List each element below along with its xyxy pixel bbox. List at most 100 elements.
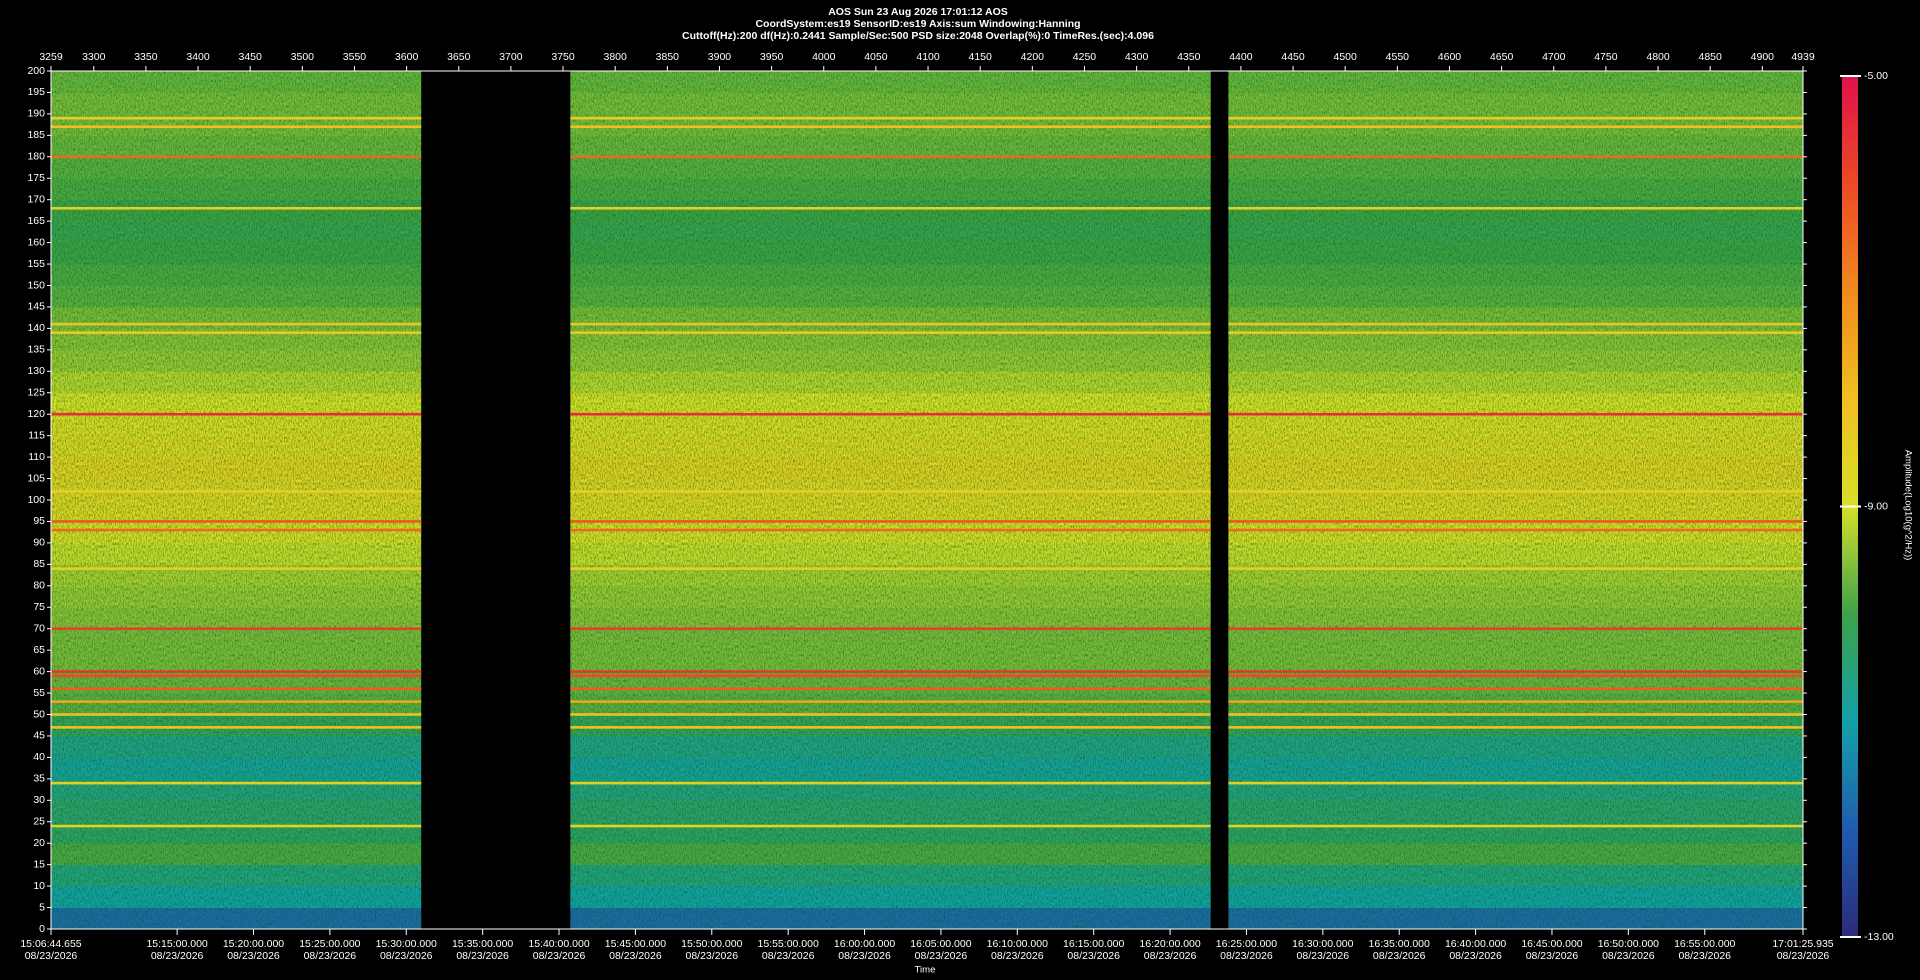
x-tick-label-top: 4700 xyxy=(1542,51,1566,63)
x-tick-label-top: 4850 xyxy=(1699,51,1723,63)
chart-title: AOS Sun 23 Aug 2026 17:01:12 AOS xyxy=(828,6,1008,18)
spectral-line xyxy=(570,412,1211,416)
y-tick-label: 105 xyxy=(27,472,45,484)
x-tick-label: 15:06:44.655 xyxy=(20,938,81,950)
x-tick-label: 15:35:00.000 xyxy=(452,938,513,950)
spectral-line xyxy=(570,322,1211,326)
x-tick-date: 08/23/2026 xyxy=(380,950,433,962)
x-tick-date: 08/23/2026 xyxy=(1449,950,1502,962)
x-tick-date: 08/23/2026 xyxy=(304,950,357,962)
spectral-line xyxy=(570,687,1211,691)
spectral-line xyxy=(570,567,1211,570)
x-tick-label: 16:10:00.000 xyxy=(987,938,1048,950)
spectral-line xyxy=(1228,490,1803,493)
x-tick-date: 08/23/2026 xyxy=(762,950,815,962)
y-tick-label: 170 xyxy=(27,193,45,205)
y-tick-label: 110 xyxy=(28,451,45,463)
spectral-line xyxy=(570,206,1211,210)
x-tick-label-top: 4200 xyxy=(1021,51,1045,63)
x-tick-label: 15:15:00.000 xyxy=(146,938,207,950)
spectral-line xyxy=(1228,567,1803,570)
y-tick-label: 100 xyxy=(27,494,45,506)
x-tick-label-top: 3950 xyxy=(760,51,784,63)
x-tick-label: 15:40:00.000 xyxy=(528,938,589,950)
x-tick-date: 08/23/2026 xyxy=(1067,950,1120,962)
x-tick-label-top: 3550 xyxy=(343,51,367,63)
spectral-line xyxy=(1228,331,1803,334)
spectral-line xyxy=(1228,687,1803,691)
x-tick-date: 08/23/2026 xyxy=(1220,950,1273,962)
x-tick-label-top: 4250 xyxy=(1073,51,1097,63)
x-tick-date: 08/23/2026 xyxy=(609,950,662,962)
y-tick-label: 175 xyxy=(27,172,45,184)
spectral-line xyxy=(51,713,422,716)
spectral-line xyxy=(1228,155,1803,159)
x-tick-label: 16:00:00.000 xyxy=(834,938,895,950)
y-tick-label: 75 xyxy=(33,601,45,613)
x-tick-date: 08/23/2026 xyxy=(991,950,1044,962)
spectral-line xyxy=(1228,781,1803,785)
spectral-line xyxy=(51,331,422,334)
x-tick-label-top: 3700 xyxy=(499,51,523,63)
spectral-line xyxy=(570,116,1211,120)
x-tick-label: 16:25:00.000 xyxy=(1216,938,1277,950)
spectral-line xyxy=(570,824,1211,828)
x-tick-label: 16:45:00.000 xyxy=(1521,938,1582,950)
spectral-line xyxy=(570,331,1211,334)
x-tick-date: 08/23/2026 xyxy=(1373,950,1426,962)
spectral-line xyxy=(570,490,1211,493)
y-tick-label: 180 xyxy=(27,151,45,163)
x-tick-label-top: 4600 xyxy=(1438,51,1462,63)
y-tick-label: 125 xyxy=(27,387,45,399)
x-tick-label: 16:35:00.000 xyxy=(1369,938,1430,950)
x-tick-label-top: 3450 xyxy=(239,51,263,63)
spectral-line xyxy=(1228,674,1803,678)
spectral-line xyxy=(51,155,422,159)
x-tick-label: 15:30:00.000 xyxy=(376,938,437,950)
x-tick-label: 16:20:00.000 xyxy=(1139,938,1200,950)
x-tick-label: 15:20:00.000 xyxy=(223,938,284,950)
spectral-line xyxy=(1228,125,1803,129)
x-tick-label-top: 4750 xyxy=(1594,51,1618,63)
x-tick-date: 08/23/2026 xyxy=(1777,950,1830,962)
spectral-line xyxy=(1228,412,1803,416)
spectral-line xyxy=(570,713,1211,716)
x-tick-label: 16:30:00.000 xyxy=(1292,938,1353,950)
y-tick-label: 195 xyxy=(27,86,45,98)
colorbar-tick-label: -5.00 xyxy=(1864,70,1888,82)
y-tick-label: 30 xyxy=(33,794,45,806)
x-tick-label-top: 3850 xyxy=(656,51,680,63)
spectral-line xyxy=(1228,824,1803,828)
x-tick-date: 08/23/2026 xyxy=(1526,950,1579,962)
spectral-line xyxy=(570,627,1211,630)
x-tick-label-top: 4900 xyxy=(1751,51,1775,63)
x-tick-label-top: 4300 xyxy=(1125,51,1149,63)
x-tick-label-top: 4100 xyxy=(916,51,940,63)
y-tick-label: 130 xyxy=(27,365,45,377)
spectral-line xyxy=(1228,627,1803,630)
x-tick-label-top: 3800 xyxy=(604,51,628,63)
y-tick-label: 140 xyxy=(27,322,45,334)
y-tick-label: 25 xyxy=(33,816,45,828)
y-tick-label: 155 xyxy=(27,258,45,270)
spectral-line xyxy=(570,700,1211,703)
y-tick-label: 45 xyxy=(33,730,45,742)
noise-texture xyxy=(1228,71,1803,929)
x-tick-label: 16:55:00.000 xyxy=(1674,938,1735,950)
y-tick-label: 165 xyxy=(27,215,45,227)
x-tick-date: 08/23/2026 xyxy=(838,950,891,962)
y-tick-label: 15 xyxy=(33,858,45,870)
x-tick-label: 15:55:00.000 xyxy=(758,938,819,950)
y-tick-label: 115 xyxy=(28,429,45,441)
y-tick-label: 55 xyxy=(33,687,45,699)
spectral-line xyxy=(1228,116,1803,120)
y-tick-label: 0 xyxy=(39,923,45,935)
spectral-line xyxy=(1228,528,1803,532)
spectral-line xyxy=(51,726,422,729)
colorbar-tick-label: -13.00 xyxy=(1864,931,1894,943)
x-tick-date: 08/23/2026 xyxy=(25,950,78,962)
x-tick-label-top: 3600 xyxy=(395,51,419,63)
y-tick-label: 145 xyxy=(27,301,45,313)
y-tick-label: 200 xyxy=(27,65,45,77)
spectral-line xyxy=(1228,206,1803,210)
